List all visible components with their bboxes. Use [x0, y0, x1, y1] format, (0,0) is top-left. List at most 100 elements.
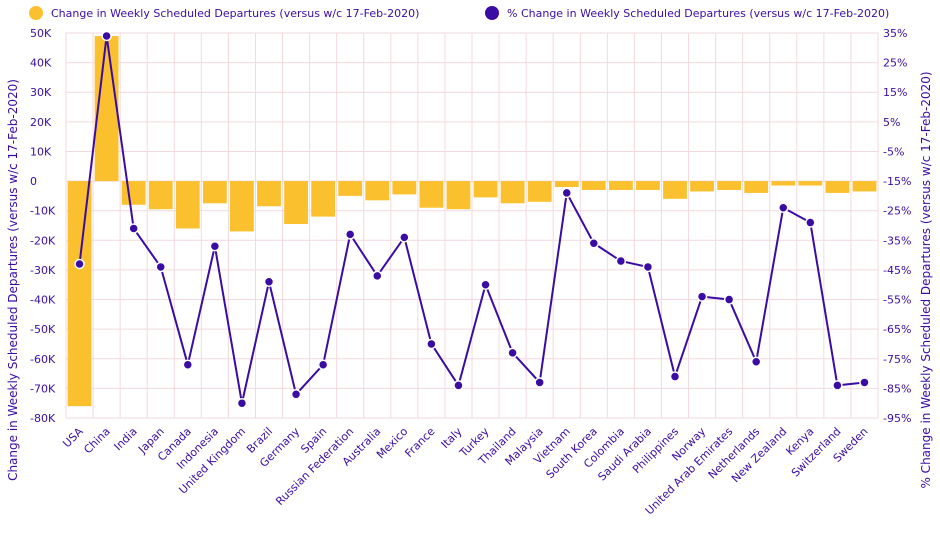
- line-point: [317, 359, 329, 370]
- line-point: [588, 238, 600, 249]
- series-line: [78, 34, 865, 405]
- line-point: [101, 30, 112, 42]
- category-label: Mexico: [374, 425, 411, 462]
- bar: [419, 181, 444, 208]
- category-labels: USAChinaIndiaJapanCanadaIndonesiaUnited …: [60, 425, 870, 518]
- left-axis-ticks: 50K 40K 30K 20K 10K 0 -10K -20K -30K -40K -50K -60K…: [30, 27, 56, 425]
- line-point: [615, 255, 627, 267]
- line-point: [778, 202, 789, 213]
- legend-swatch: [29, 6, 43, 20]
- bar: [608, 181, 633, 190]
- left-tick-label: -50K: [30, 323, 56, 336]
- right-tick-label: -85%: [883, 382, 911, 395]
- line-point: [263, 276, 275, 288]
- right-tick-label: 15%: [883, 86, 907, 99]
- bar: [554, 181, 579, 187]
- left-tick-label: 20K: [30, 116, 52, 129]
- line-point: [290, 389, 302, 400]
- line-point: [182, 359, 194, 370]
- left-tick-label: 30K: [30, 86, 52, 99]
- line-point: [209, 240, 221, 252]
- right-axis-title: % Change in Weekly Scheduled Departures …: [919, 71, 933, 488]
- line-point: [859, 377, 870, 388]
- bar: [744, 181, 769, 193]
- gridlines: [65, 32, 879, 419]
- left-axis-title: Change in Weekly Scheduled Departures (v…: [6, 79, 20, 481]
- line-point: [669, 371, 681, 382]
- line-series: [74, 30, 870, 409]
- left-tick-label: -80K: [30, 412, 56, 425]
- bar: [392, 181, 417, 195]
- right-tick-label: -55%: [883, 294, 911, 307]
- bar: [636, 181, 660, 190]
- line-point: [696, 291, 708, 302]
- bar: [202, 181, 227, 204]
- bar: [230, 181, 254, 232]
- bar: [500, 181, 525, 204]
- bar: [365, 181, 390, 201]
- line-point: [723, 294, 735, 305]
- line-point: [399, 232, 410, 243]
- bar: [446, 181, 471, 210]
- left-tick-label: 10K: [30, 145, 52, 158]
- bar: [690, 181, 714, 192]
- bar: [527, 181, 552, 202]
- line-point: [344, 229, 356, 240]
- bar: [798, 181, 823, 186]
- legend-label: Change in Weekly Scheduled Departures (v…: [51, 7, 419, 20]
- line-point: [507, 347, 518, 359]
- line-point: [74, 258, 85, 270]
- right-tick-label: -25%: [883, 205, 911, 218]
- line-point: [832, 380, 843, 391]
- left-tick-label: -20K: [30, 234, 56, 247]
- right-tick-label: 5%: [883, 116, 900, 129]
- right-tick-label: -65%: [883, 323, 911, 336]
- left-tick-label: 50K: [30, 27, 52, 40]
- right-tick-label: -45%: [883, 264, 911, 277]
- bar: [825, 181, 850, 193]
- line-point: [480, 279, 491, 290]
- bar: [581, 181, 606, 190]
- bar: [257, 181, 281, 207]
- line-point: [426, 338, 437, 350]
- left-tick-label: -40K: [30, 294, 56, 307]
- right-tick-label: -35%: [883, 234, 911, 247]
- right-tick-label: -5%: [883, 145, 904, 158]
- line-point: [453, 380, 464, 391]
- line-point: [805, 217, 816, 228]
- left-tick-label: 0: [30, 175, 37, 188]
- line-point: [372, 270, 383, 282]
- left-tick-label: -70K: [30, 382, 56, 395]
- right-tick-label: -15%: [883, 175, 911, 188]
- bar: [663, 181, 687, 199]
- bar: [338, 181, 363, 196]
- bar: [121, 181, 146, 205]
- line-point: [642, 261, 654, 273]
- bar: [771, 181, 796, 186]
- category-label: France: [402, 425, 437, 460]
- bar: [717, 181, 742, 190]
- left-tick-label: -60K: [30, 353, 56, 366]
- right-axis-ticks: 35% 25% 15% 5% -5% -15% -25% -35% -45% -55% -65% -7…: [883, 27, 911, 425]
- right-tick-label: 25%: [883, 57, 907, 70]
- legend-swatch: [485, 6, 499, 20]
- right-tick-label: 35%: [883, 27, 907, 40]
- line-point: [750, 356, 762, 367]
- left-tick-label: -10K: [30, 205, 56, 218]
- bar: [67, 181, 92, 407]
- bar: [148, 181, 173, 210]
- bar: [284, 181, 308, 225]
- line-point: [155, 261, 166, 273]
- bar: [852, 181, 877, 192]
- category-label: India: [112, 425, 140, 453]
- bar: [311, 181, 336, 217]
- legend: Change in Weekly Scheduled Departures (v…: [29, 6, 889, 20]
- right-tick-label: -75%: [883, 353, 911, 366]
- bar: [175, 181, 200, 229]
- line-point: [561, 187, 572, 199]
- line-point: [534, 377, 545, 388]
- left-tick-label: -30K: [30, 264, 56, 277]
- bar: [473, 181, 498, 198]
- line-point: [128, 223, 139, 234]
